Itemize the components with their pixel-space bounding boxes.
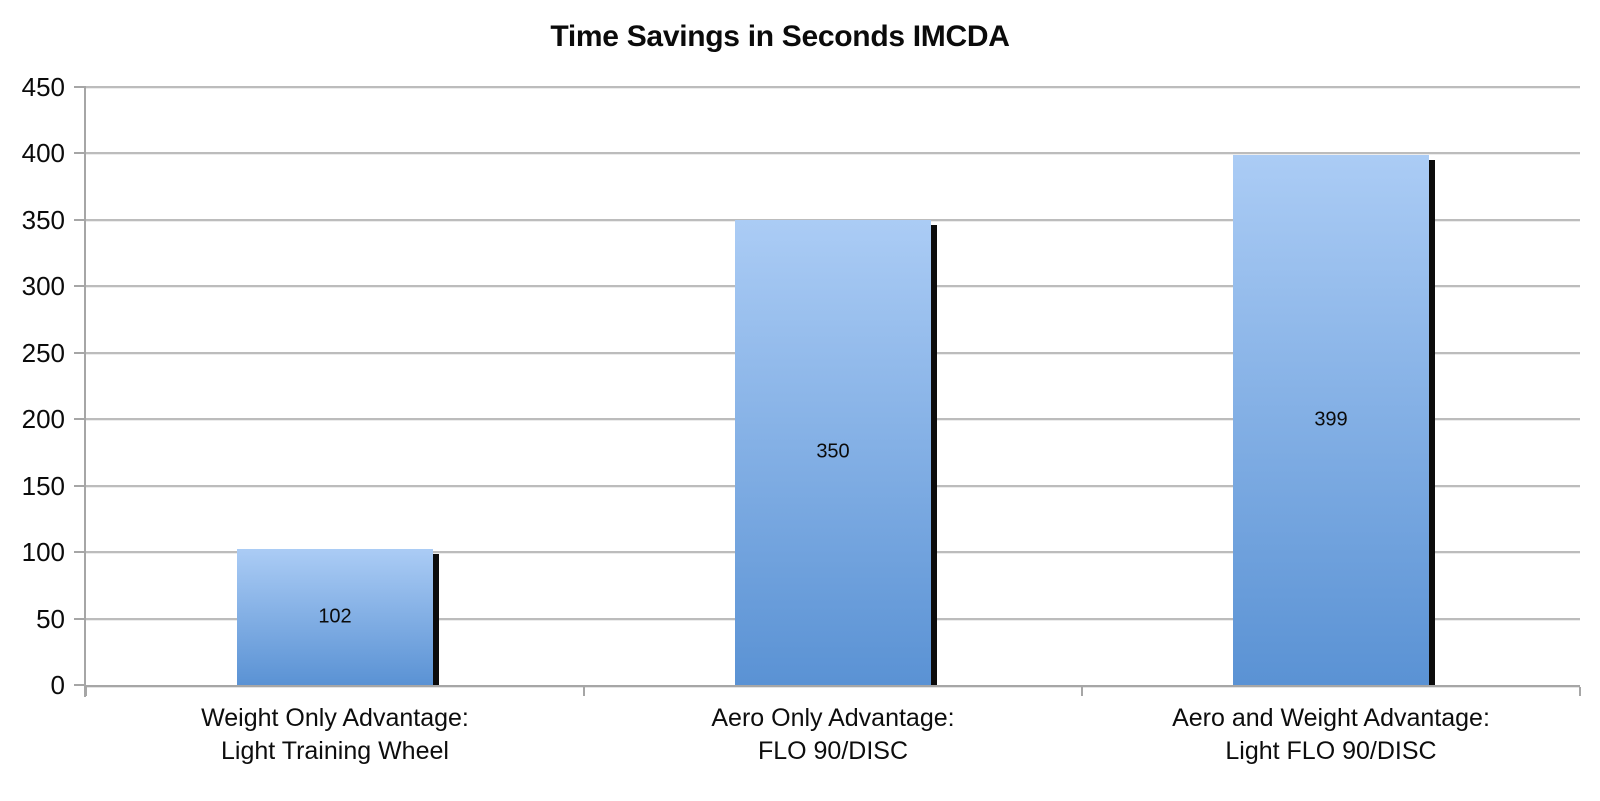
y-axis-tick [74, 418, 84, 421]
x-axis-tick [1081, 687, 1083, 696]
x-axis-tick [583, 687, 585, 696]
x-axis-line [86, 685, 1580, 687]
y-axis-tick [74, 484, 84, 487]
plot-area: 450 400 350 300 250 200 150 100 50 0 102 350 399 We… [22, 74, 1581, 765]
bar-shadow [1429, 159, 1435, 685]
bar-shadow [433, 554, 439, 685]
category-label: Aero and Weight Advantage: Light FLO 90/… [1172, 704, 1490, 765]
chart-title: Time Savings in Seconds IMCDA [550, 20, 1010, 53]
y-tick-label: 0 [50, 670, 65, 700]
y-tick-label: 350 [21, 204, 65, 235]
y-tick-label: 100 [21, 537, 65, 568]
y-axis-tick [74, 351, 84, 354]
x-axis-tick [1579, 687, 1581, 696]
y-tick-label: 50 [36, 603, 65, 634]
y-tick-label: 200 [21, 404, 65, 435]
y-axis-tick [74, 684, 84, 686]
bar: 102 [237, 549, 439, 685]
y-tick-label: 150 [21, 470, 65, 501]
bar-shadow [931, 224, 937, 685]
gridline [86, 218, 1580, 221]
bar-value-label: 399 [1314, 408, 1348, 431]
bar-value-label: 350 [816, 440, 850, 463]
y-axis-tick [74, 152, 84, 155]
y-tick-label: 400 [21, 138, 65, 169]
y-tick-label: 250 [21, 337, 65, 368]
category-label: Aero Only Advantage: FLO 90/DISC [711, 704, 955, 765]
bar-value-label: 102 [318, 605, 352, 628]
x-axis-tick [85, 687, 87, 696]
category-label: Weight Only Advantage: Light Training Wh… [201, 704, 469, 765]
y-tick-label: 450 [21, 72, 65, 102]
y-axis-tick [74, 551, 84, 554]
y-tick-label: 300 [21, 271, 65, 302]
y-axis-tick [74, 285, 84, 288]
bar: 350 [735, 219, 937, 685]
y-axis-tick [74, 86, 84, 88]
bar: 399 [1233, 154, 1435, 685]
y-axis-tick [74, 218, 84, 221]
y-axis-line [84, 86, 86, 697]
y-axis-tick [74, 617, 84, 620]
gridline [86, 152, 1580, 155]
gridline [86, 86, 1580, 88]
